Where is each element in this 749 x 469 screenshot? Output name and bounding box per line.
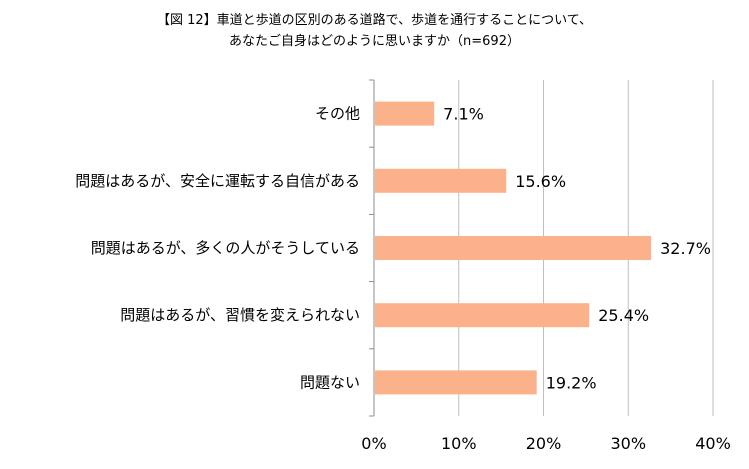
bar-4 [375,370,537,395]
x-tick-label-4: 40% [695,434,731,453]
x-tick-label-0: 0% [361,434,386,453]
category-label-4: 問題ない [300,373,360,391]
category-label-0: その他 [315,105,360,123]
value-label-1: 15.6% [515,172,566,191]
chart-title-line-1: 【図 12】車道と歩道の区別のある道路で、歩道を通行することについて、 [156,13,593,28]
bar-1 [375,168,507,193]
category-label-3: 問題はあるが、習慣を変えられない [120,306,360,324]
x-tick-label-2: 20% [526,434,562,453]
bar-2 [375,236,652,260]
bar-0 [375,101,435,126]
value-label-2: 32.7% [660,239,711,258]
category-label-2: 問題はあるが、多くの人がそうしている [91,239,360,257]
x-tick-label-1: 10% [441,434,477,453]
chart-title: 【図 12】車道と歩道の区別のある道路で、歩道を通行することについて、 あなたご… [0,10,749,52]
value-label-3: 25.4% [598,306,649,325]
category-label-1: 問題はあるが、安全に運転する自信がある [75,172,360,190]
value-label-0: 7.1% [443,105,484,124]
chart-title-line-2: あなたご自身はどのように思いますか（n=692） [229,34,520,49]
x-tick-label-3: 30% [610,434,646,453]
bar-3 [375,303,590,328]
value-label-4: 19.2% [546,373,597,392]
